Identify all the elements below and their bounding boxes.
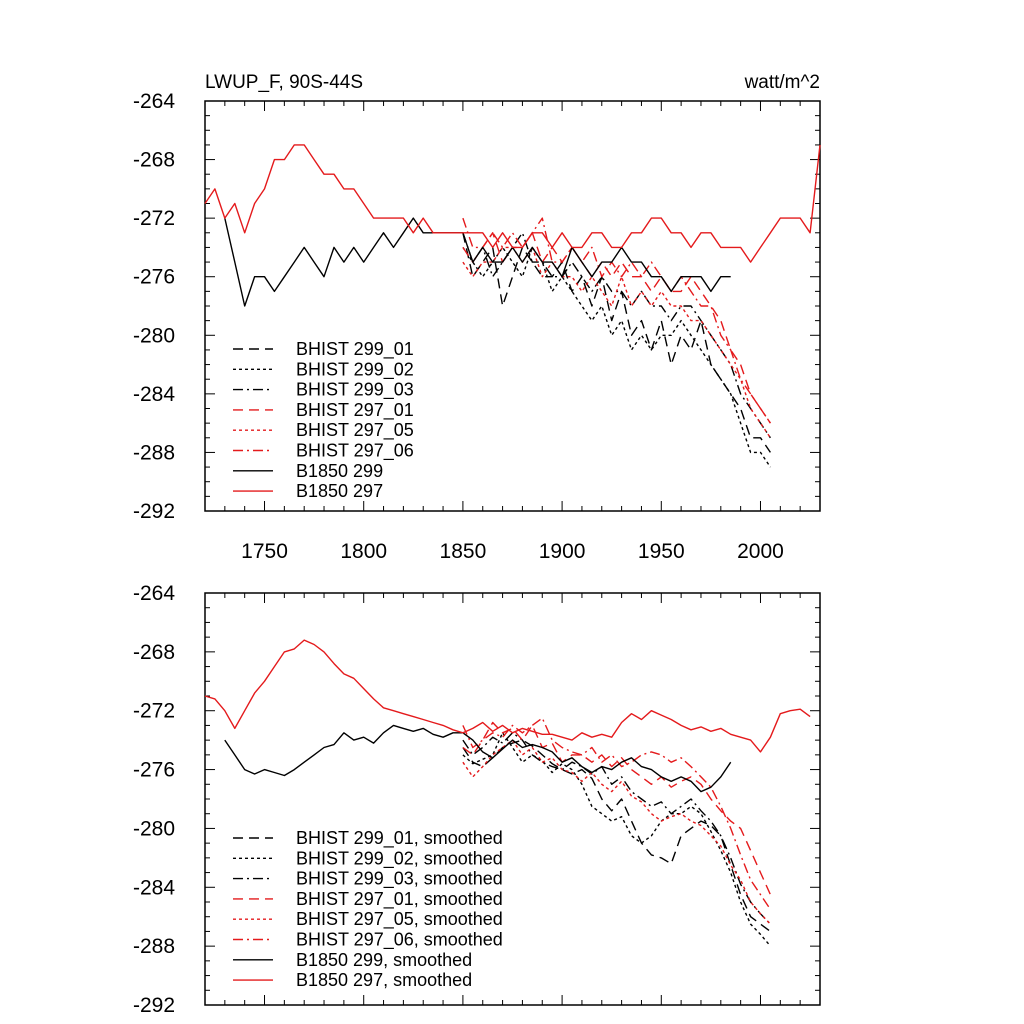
bottom-series-line-7	[224, 724, 732, 793]
bottom-y-tick-label: -292	[133, 994, 175, 1017]
top-y-tick-label: -288	[133, 441, 175, 464]
bottom-legend-label: BHIST 299_02, smoothed	[296, 848, 503, 869]
bottom-axis-ticks: -264 -268 -272 -276 -280 -284 -288 -292	[133, 582, 821, 1017]
top-series-line-1	[462, 232, 771, 453]
bottom-panel: -264 -268 -272 -276 -280 -284 -288 -292 BHIST 2…	[133, 582, 821, 1017]
top-legend-label: BHIST 297_06	[296, 441, 414, 462]
top-x-tick-label: 1750	[241, 540, 288, 563]
top-legend-label: B1850 297	[296, 481, 383, 501]
top-x-tick-label: 1950	[638, 540, 685, 563]
top-legend-label: B1850 299	[296, 461, 383, 481]
top-series-line-3	[462, 232, 771, 439]
bottom-series-line-2	[462, 732, 771, 947]
top-x-tick-label: 1850	[440, 540, 487, 563]
top-y-tick-label: -272	[133, 207, 175, 230]
top-y-tick-label: -276	[133, 266, 175, 289]
top-series-line-7	[224, 217, 731, 307]
bottom-legend-label: BHIST 297_06, smoothed	[296, 930, 503, 951]
top-legend-label: BHIST 299_01	[296, 339, 414, 360]
bottom-legend-label: BHIST 299_03, smoothed	[296, 869, 503, 890]
top-legend-label: BHIST 297_05	[296, 420, 414, 441]
bottom-series-line-1	[462, 739, 771, 932]
bottom-y-tick-label: -280	[133, 817, 175, 840]
bottom-y-tick-label: -268	[133, 641, 175, 664]
bottom-y-tick-label: -288	[133, 935, 175, 958]
top-series-line-6	[462, 217, 771, 424]
top-series-line-2	[462, 246, 771, 468]
top-y-tick-label: -280	[133, 324, 175, 347]
top-axis-ticks: -264 -268 -272 -276 -280 -284 -288 -292 1750 1800…	[133, 90, 821, 563]
bottom-y-tick-label: -272	[133, 700, 175, 723]
top-series-line-8	[204, 144, 821, 263]
bottom-legend-label: BHIST 297_05, smoothed	[296, 909, 503, 930]
bottom-legend-label: B1850 299, smoothed	[296, 950, 472, 970]
top-y-tick-label: -292	[133, 500, 175, 523]
top-series-group	[204, 144, 821, 468]
bottom-series-line-8	[204, 639, 811, 753]
top-legend-label: BHIST 297_01	[296, 400, 414, 421]
bottom-y-tick-label: -264	[133, 582, 175, 605]
bottom-series-line-5	[462, 739, 771, 925]
top-panel: LWUP_F, 90S-44S watt/m^2 -264 -268 -272 -27…	[133, 72, 821, 563]
top-series-line-5	[462, 246, 771, 439]
bottom-series-line-3	[462, 732, 771, 925]
bottom-legend-label: BHIST 297_01, smoothed	[296, 889, 503, 910]
bottom-legend-label: BHIST 299_01, smoothed	[296, 828, 503, 849]
top-legend-label: BHIST 299_03	[296, 380, 414, 401]
bottom-y-tick-label: -284	[133, 876, 175, 899]
top-x-tick-label: 1800	[340, 540, 387, 563]
top-y-tick-label: -264	[133, 90, 175, 113]
top-chart-title: LWUP_F, 90S-44S	[205, 72, 363, 93]
top-legend-label: BHIST 299_02	[296, 359, 414, 380]
bottom-series-line-4	[462, 721, 772, 895]
bottom-legend-label: B1850 297, smoothed	[296, 970, 472, 990]
top-y-tick-label: -268	[133, 149, 175, 172]
bottom-y-tick-label: -276	[133, 759, 175, 782]
top-y-tick-label: -284	[133, 383, 175, 406]
top-chart-units: watt/m^2	[744, 72, 820, 93]
top-x-tick-label: 2000	[737, 540, 784, 563]
top-x-tick-label: 1900	[539, 540, 586, 563]
bottom-series-line-6	[462, 717, 771, 910]
bottom-series-group	[204, 639, 811, 947]
